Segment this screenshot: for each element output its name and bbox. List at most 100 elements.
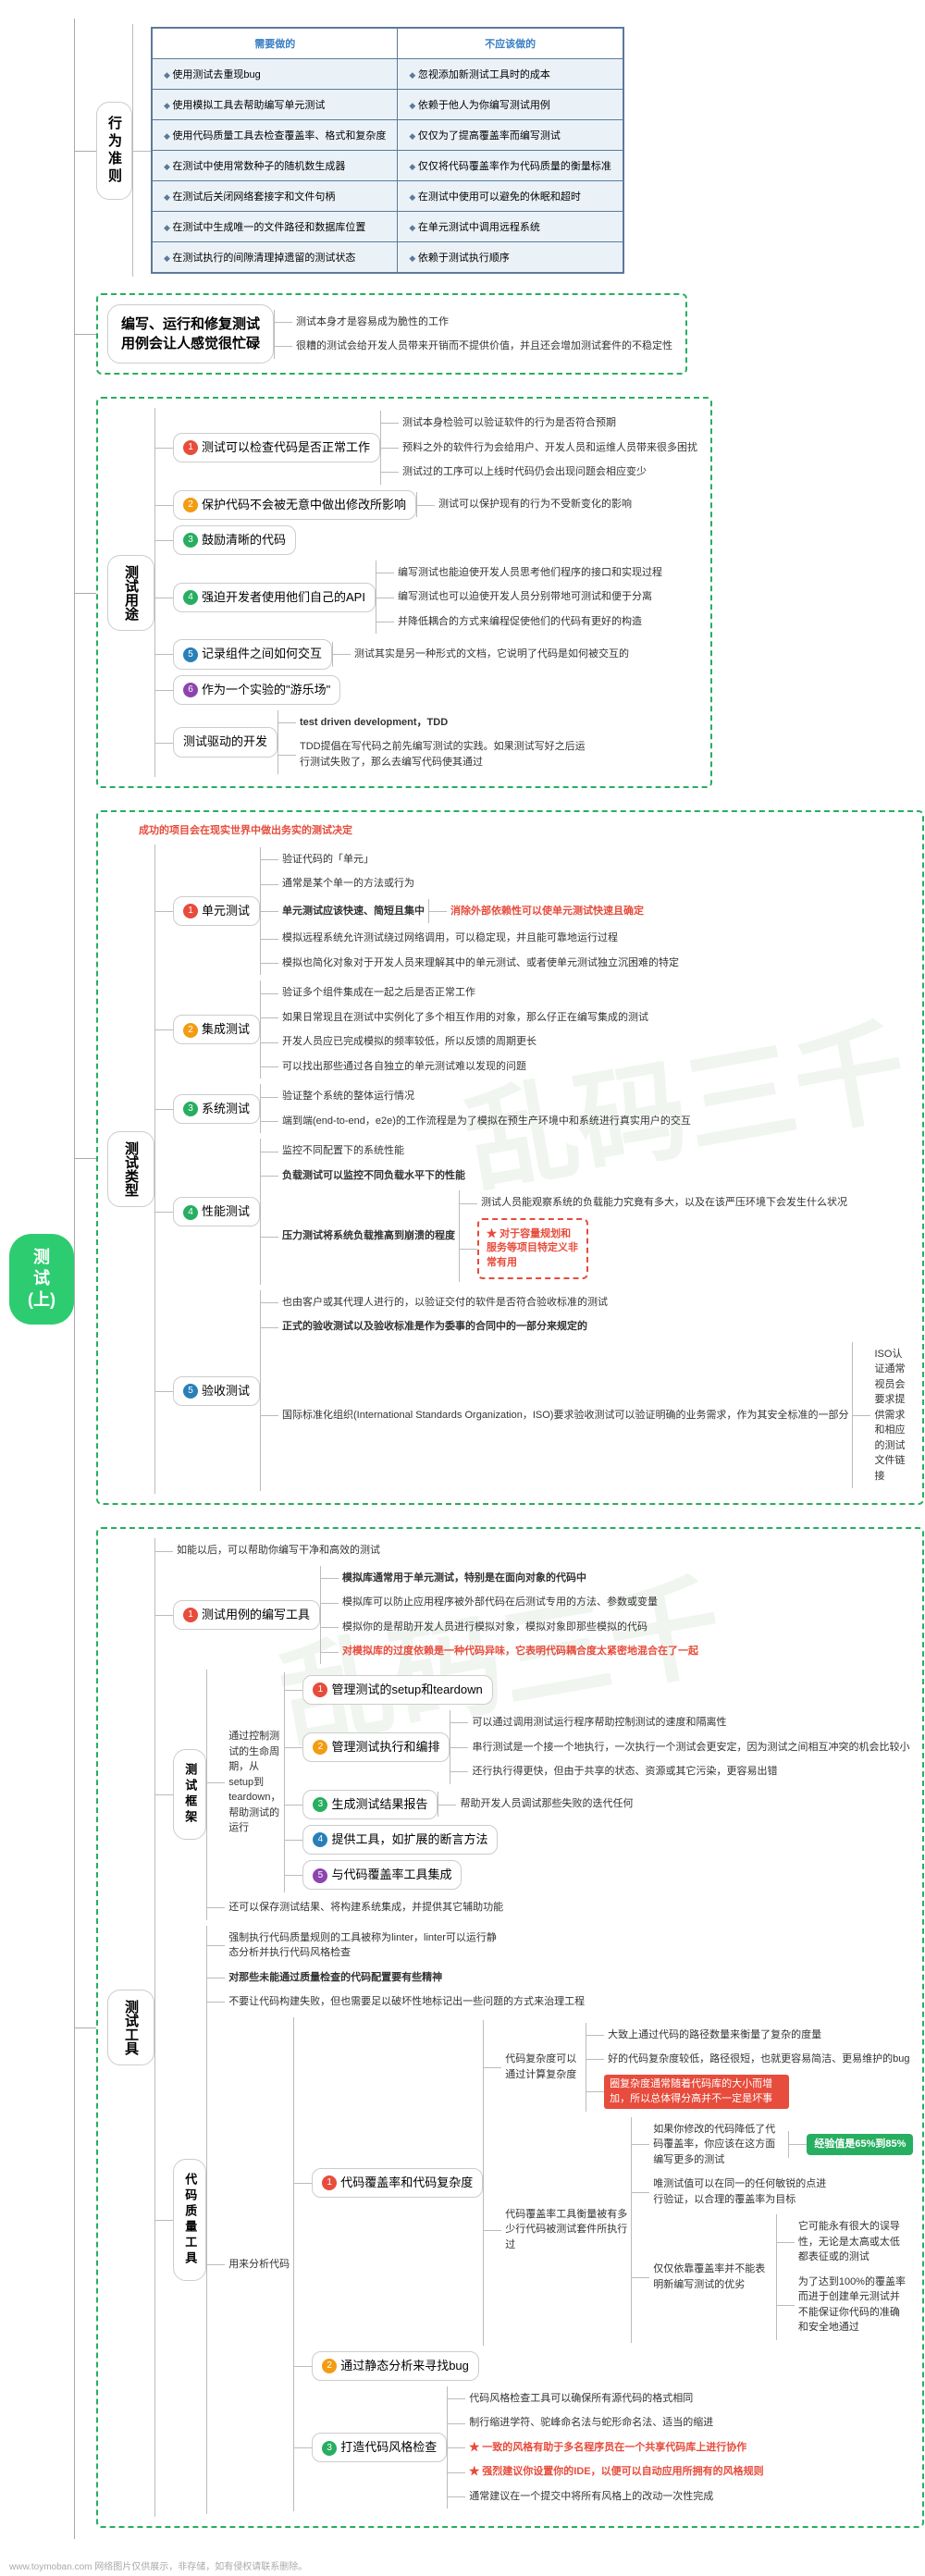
cov-green: 经验值是65%到85% [807,2134,913,2155]
tdd-title: test driven development，TDD [296,713,451,733]
tdd-label: 测试驱动的开发 [173,727,278,757]
cov-item: 1代码覆盖率和代码复杂度 [312,2168,483,2198]
type-0-note-2: 单元测试应该快速、简短且集中 [278,902,428,921]
type-2-note-1: 端到端(end-to-end，e2e)的工作流程是为了模拟在预生产环境中和系统进… [278,1112,695,1131]
purpose-item-5: 6作为一个实验的"游乐场" [173,675,340,705]
cov-warn-sub-1: 为了达到100%的覆盖率而进于创建单元测试并不能保证你代码的准确和安全地通过 [795,2273,914,2337]
purpose-1-sub-0: 测试可以保护现有的行为不受新变化的影响 [435,495,635,514]
do-2: 使用代码质量工具去检查覆盖率、格式和复杂度 [152,120,398,151]
types-headline: 成功的项目会在现实世界中做出务实的测试决定 [135,821,913,841]
fw-item-4: 5与代码覆盖率工具集成 [302,1860,462,1890]
purpose-item-4: 5记录组件之间如何交互 [173,639,332,669]
lint-note: 不要让代码构建失败，但也需要足以破坏性地标记出一些问题的方式来治理工程 [225,1992,588,2012]
types-title: 测试类型 [107,1131,154,1207]
q-label: 代码质量工具 [173,2159,206,2281]
fw-item-3: 4提供工具，如扩展的断言方法 [302,1825,498,1855]
type-4-side: ISO认证通常视员会要求提供需求和相应的测试文件链接 [870,1345,913,1486]
purpose-item-2: 3鼓励清晰的代码 [173,525,296,555]
lint-intro: 强制执行代码质量规则的工具被称为linter，linter可以运行静态分析并执行… [225,1929,502,1963]
fw-item-1: 2管理测试执行和编排 [302,1732,450,1762]
purpose-0-sub-0: 测试本身检验可以验证软件的行为是否符合预期 [399,413,620,433]
tool1-note-3: 对模拟库的过度依赖是一种代码异味，它表明代码耦合度太紧密地混合在了一起 [339,1642,702,1661]
lint-bold: 对那些未能通过质量检查的代码配置要有些精神 [225,1968,446,1988]
dont-3: 仅仅将代码覆盖率作为代码质量的衡量标准 [398,151,623,181]
th-dont: 不应该做的 [398,28,623,59]
dont-5: 在单元测试中调用远程系统 [398,212,623,242]
type-item-4: 5验收测试 [173,1376,260,1406]
cov-cx-red: 圈复杂度通常随着代码库的大小而增加，所以总体得分高并不一定是坏事 [604,2075,789,2109]
fw-1-sub-0: 可以通过调用测试运行程序帮助控制测试的速度和隔离性 [468,1713,730,1732]
cov-sub-intro: 如果你修改的代码降低了代码覆盖率，你应该在这方面编写更多的测试 [649,2120,788,2170]
purpose-3-sub-0: 编写测试也能迫使开发人员思考他们程序的接口和实现过程 [394,563,666,583]
cov-intro: 用来分析代码 [225,2255,293,2274]
dont-4: 在测试中使用可以避免的休眠和超时 [398,181,623,212]
style-star-0: 一致的风格有助于多名程序员在一个共享代码库上进行协作 [465,2438,750,2458]
purpose-item-0: 1测试可以检查代码是否正常工作 [173,433,380,462]
type-4-note-2: 国际标准化组织(International Standards Organiza… [278,1406,852,1425]
style-item: 3打造代码风格检查 [312,2433,447,2462]
tools-title: 测试工具 [107,1990,154,2065]
tool1-note-2: 模拟你的是帮助开发人员进行模拟对象，模拟对象即那些模拟的代码 [339,1618,651,1637]
purpose-4-sub-0: 测试其实是另一种形式的文档，它说明了代码是如何被交互的 [351,645,633,664]
tdd-note: TDD提倡在写代码之前先编写测试的实践。如果测试写好之后运行测试失败了，那么去编… [296,737,592,771]
purpose-title: 测试用途 [107,555,154,631]
type-1-note-2: 开发人员应已完成模拟的频率较低，所以反馈的周期更长 [278,1032,540,1052]
busy-note-1: 很糟的测试会给开发人员带来开销而不提供价值，并且还会增加测试套件的不稳定性 [292,337,676,356]
footer-text: www.toymoban.com 网络图片仅供展示，非存储，如有侵权请联系删除。 [9,2558,307,2572]
do-1: 使用模拟工具去帮助编写单元测试 [152,90,398,120]
type-0-note-4: 模拟也简化对象对于开发人员来理解其中的单元测试、或者使单元测试独立沉困难的特定 [278,954,683,973]
do-4: 在测试后关闭网络套接字和文件句柄 [152,181,398,212]
type-3-note-2: 压力测试将系统负载推高到崩溃的程度 [278,1226,459,1246]
behavior-title: 行为准则 [96,102,132,200]
purpose-0-sub-1: 预料之外的软件行为会给用户、开发人员和运维人员带来很多困扰 [399,438,701,458]
fw-item-2: 3生成测试结果报告 [302,1790,438,1819]
type-3-side-0: 测试人员能观察系统的负载能力究竟有多大，以及在该严压环境下会发生什么状况 [477,1193,851,1213]
dont-6: 依赖于测试执行顺序 [398,242,623,274]
type-3-callout: 对于容量规划和服务等项目特定义非常有用 [477,1218,588,1279]
type-0-hl: 消除外部依赖性可以使单元测试快速且确定 [450,906,644,917]
fw-item-0: 1管理测试的setup和teardown [302,1675,492,1705]
tools-head: 如能以后，可以帮助你编写干净和高效的测试 [173,1541,384,1560]
dont-0: 忽视添加新测试工具时的成本 [398,59,623,90]
static-item: 2通过静态分析来寻找bug [312,2351,479,2381]
type-3-note-1: 负载测试可以监控不同负载水平下的性能 [278,1166,469,1186]
type-4-note-1: 正式的验收测试以及验收标准是作为委事的合同中的一部分来规定的 [278,1317,591,1337]
root-node: 测试 (上) [9,1234,74,1325]
type-item-3: 4性能测试 [173,1197,260,1226]
style-star-1: 强烈建议你设置你的IDE，以便可以自动应用所拥有的风格规则 [465,2462,767,2482]
cov-cx-label: 代码复杂度可以通过计算复杂度 [501,2050,586,2084]
do-6: 在测试执行的间隙清理掉遗留的测试状态 [152,242,398,274]
purpose-3-sub-1: 编写测试也可以迫使开发人员分别带地可测试和便于分离 [394,587,656,607]
behavior-table: 需要做的 不应该做的 使用测试去重现bug 忽视添加新测试工具时的成本使用模拟工… [151,27,624,274]
type-1-note-3: 可以找出那些通过各自独立的单元测试难以发现的问题 [278,1057,530,1077]
dont-1: 依赖于他人为你编写测试用例 [398,90,623,120]
type-1-note-0: 验证多个组件集成在一起之后是否正常工作 [278,983,479,1003]
purpose-item-1: 2保护代码不会被无意中做出修改所影响 [173,490,416,520]
type-4-note-0: 也由客户或其代理人进行的，以验证交付的软件是否符合验收标准的测试 [278,1293,611,1313]
cov-cx-sub-0: 大致上通过代码的路径数量来衡量了复杂的度量 [604,2026,825,2045]
purpose-3-sub-2: 并降低耦合的方式来编程促使他们的代码有更好的构造 [394,612,646,632]
fw-desc: 通过控制测试的生命周期，从setup到teardown，帮助测试的运行 [225,1727,284,1838]
do-5: 在测试中生成唯一的文件路径和数据库位置 [152,212,398,242]
fw-tail: 还可以保存测试结果、将构建系统集成，并提供其它辅助功能 [225,1898,507,1917]
style-tail: 通常建议在一个提交中将所有风格上的改动一次性完成 [465,2487,717,2507]
cov-warn-sub-0: 它可能永有很大的误导性，无论是太高或太低都表征或的测试 [795,2217,914,2267]
cov-label: 代码覆盖率工具衡量被有多少行代码被测试套件所执行过 [501,2205,631,2255]
type-0-note-3: 模拟远程系统允许测试绕过网络调用，可以稳定现，并且能可靠地运行过程 [278,929,622,948]
style-note-1: 制行缩进学符、驼峰命名法与蛇形命名法、适当的缩进 [465,2413,717,2433]
type-0-note-1: 通常是某个单一的方法或行为 [278,874,418,894]
type-3-note-0: 监控不同配置下的系统性能 [278,1141,408,1161]
type-item-0: 1单元测试 [173,896,260,926]
fw-label: 测试框架 [173,1749,206,1840]
tool-item-1: 1测试用例的编写工具 [173,1600,320,1630]
purpose-0-sub-2: 测试过的工序可以上线时代码仍会出现问题会相应变少 [399,462,650,482]
type-0-note-0: 验证代码的「单元」 [278,850,377,869]
dont-2: 仅仅为了提高覆盖率而编写测试 [398,120,623,151]
cov-cx-sub-1: 好的代码复杂度较低，路径很短，也就更容易简洁、更易维护的bug [604,2050,913,2069]
busy-note-0: 测试本身才是容易成为脆性的工作 [292,313,452,332]
cov-warn: 仅仅依靠覆盖率并不能表明新编写测试的优劣 [649,2260,776,2294]
type-item-1: 2集成测试 [173,1015,260,1044]
style-note-0: 代码风格检查工具可以确保所有源代码的格式相同 [465,2389,697,2409]
cov-sub2: 唯测试值可以在同一的任何敏锐的点进行验证，以合理的覆盖率为目标 [649,2175,834,2209]
do-0: 使用测试去重现bug [152,59,398,90]
